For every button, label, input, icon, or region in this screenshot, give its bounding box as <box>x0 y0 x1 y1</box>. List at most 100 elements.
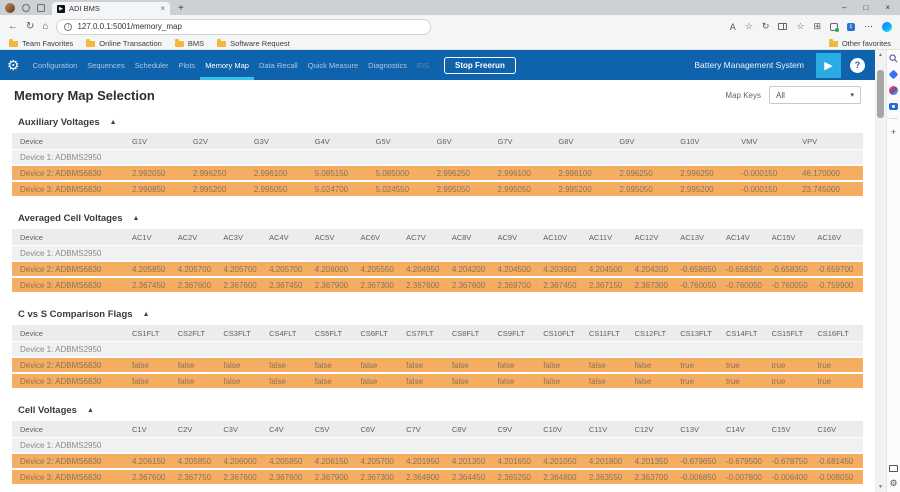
workspaces-icon[interactable] <box>22 4 30 12</box>
nav-item-eis[interactable]: EIS <box>412 50 434 80</box>
page-scrollbar[interactable]: ▲ ▼ <box>875 50 886 492</box>
tab-actions-icon[interactable] <box>37 4 45 12</box>
sidebar-settings-icon[interactable]: ⚙ <box>889 478 897 489</box>
table-row[interactable]: Device 1: ADBMS2950 <box>12 342 863 358</box>
value-cell: 2.996100 <box>558 169 619 178</box>
nav-item-sequences[interactable]: Sequences <box>82 50 130 80</box>
shopping-icon[interactable] <box>830 23 838 31</box>
table-row[interactable]: Device 2: ADBMS6830falsefalsefalsefalsef… <box>12 358 863 374</box>
play-button[interactable]: ▶ <box>816 53 841 78</box>
nav-item-diagnostics[interactable]: Diagnostics <box>363 50 412 80</box>
site-info-icon[interactable]: i <box>64 23 72 31</box>
folder-icon <box>9 41 18 47</box>
table-row[interactable]: Device 2: ADBMS68304.2061504.2058504.206… <box>12 454 863 470</box>
value-cell: 2.367450 <box>132 281 178 290</box>
value-cell: false <box>360 377 406 386</box>
help-button[interactable]: ? <box>850 58 865 73</box>
value-cell: 4.204200 <box>635 265 681 274</box>
window-maximize-button[interactable]: □ <box>863 3 868 12</box>
value-cell: false <box>315 361 361 370</box>
collapse-icon[interactable]: ▲ <box>143 311 150 318</box>
camera-icon[interactable] <box>889 103 898 110</box>
column-header: G2V <box>193 137 254 146</box>
scroll-up-icon[interactable]: ▲ <box>875 52 886 58</box>
brand-title: Battery Management System <box>694 60 804 70</box>
tab-close-icon[interactable]: × <box>160 4 165 13</box>
favorites-icon[interactable]: ☆ <box>796 21 804 32</box>
value-cell: true <box>726 361 772 370</box>
value-cell: -0.658350 <box>772 265 818 274</box>
value-cell: false <box>315 377 361 386</box>
table-row[interactable]: Device 1: ADBMS2950 <box>12 438 863 454</box>
column-header: AC1V <box>132 233 178 242</box>
table-row[interactable]: Device 3: ADBMS6830falsefalsefalsefalsef… <box>12 374 863 390</box>
profile-avatar[interactable] <box>5 3 15 13</box>
bookmark-label: Software Request <box>230 39 290 48</box>
nav-item-plots[interactable]: Plots <box>174 50 201 80</box>
add-sidebar-item-icon[interactable]: + <box>891 127 896 137</box>
column-header: G1V <box>132 137 193 146</box>
section-header[interactable]: Averaged Cell Voltages▲ <box>0 206 875 229</box>
stop-freerun-button[interactable]: Stop Freerun <box>444 57 516 74</box>
table-row[interactable]: Device 1: ADBMS2950 <box>12 246 863 262</box>
home-icon[interactable]: ⌂ <box>42 21 48 32</box>
collapse-icon[interactable]: ▲ <box>110 119 117 126</box>
scrollbar-thumb[interactable] <box>877 70 884 118</box>
column-header: Device <box>12 233 132 242</box>
other-favorites[interactable]: Other favorites <box>829 39 891 48</box>
add-favorite-icon[interactable]: ☆ <box>745 21 753 32</box>
bookmark-item[interactable]: BMS <box>175 39 204 48</box>
browser-tab[interactable]: ▶ ADI BMS × <box>52 2 170 15</box>
section-header[interactable]: Cell Voltages▲ <box>0 398 875 421</box>
app-circle-icon[interactable] <box>889 86 898 95</box>
nav-item-memory-map[interactable]: Memory Map <box>200 50 254 80</box>
window-close-button[interactable]: × <box>885 3 890 12</box>
data-table: DeviceG1VG2VG3VG4VG5VG6VG7VG8VG9VG10VVMV… <box>12 133 863 198</box>
section-header[interactable]: Auxiliary Voltages▲ <box>0 110 875 133</box>
screenshot-icon[interactable] <box>889 465 898 472</box>
table-row[interactable]: Device 3: ADBMS68302.9908502.9952002.995… <box>12 182 863 198</box>
more-menu-icon[interactable]: ⋯ <box>864 21 873 32</box>
section-header[interactable]: C vs S Comparison Flags▲ <box>0 302 875 325</box>
back-icon[interactable]: ← <box>8 21 18 32</box>
read-aloud-icon[interactable]: A <box>730 22 736 32</box>
column-header: AC14V <box>726 233 772 242</box>
map-keys-select[interactable]: All ▾ <box>769 86 861 104</box>
nav-item-quick-measure[interactable]: Quick Measure <box>303 50 363 80</box>
collapse-icon[interactable]: ▲ <box>133 215 140 222</box>
nav-item-scheduler[interactable]: Scheduler <box>130 50 174 80</box>
nav-item-data-recall[interactable]: Data Recall <box>254 50 303 80</box>
table-row[interactable]: Device 3: ADBMS68302.3674502.3676002.367… <box>12 278 863 294</box>
copilot-icon[interactable] <box>882 22 892 32</box>
collections-icon[interactable]: ⊞ <box>813 21 821 32</box>
search-icon[interactable] <box>889 54 898 63</box>
value-cell: 2.367450 <box>543 281 589 290</box>
value-cell: 4.206150 <box>132 457 178 466</box>
page-header: Memory Map Selection Map Keys All ▾ <box>0 80 875 110</box>
table-row[interactable]: Device 2: ADBMS68302.9920502.9962502.996… <box>12 166 863 182</box>
scroll-down-icon[interactable]: ▼ <box>875 484 886 490</box>
refresh-sync-icon[interactable]: ↻ <box>762 21 770 32</box>
value-cell: 2.367600 <box>452 281 498 290</box>
bookmark-item[interactable]: Online Transaction <box>86 39 162 48</box>
value-cell: 2.367450 <box>269 281 315 290</box>
browser-essentials-icon[interactable]: c <box>847 23 855 31</box>
refresh-icon[interactable]: ↻ <box>26 21 34 32</box>
collapse-icon[interactable]: ▲ <box>87 407 94 414</box>
url-field[interactable]: i 127.0.0.1:5001/memory_map <box>56 19 431 35</box>
table-row[interactable]: Device 2: ADBMS68304.2058504.2057004.205… <box>12 262 863 278</box>
new-tab-button[interactable]: + <box>178 3 184 15</box>
bookmark-item[interactable]: Software Request <box>217 39 290 48</box>
bookmark-item[interactable]: Team Favorites <box>9 39 73 48</box>
device-cell: Device 1: ADBMS2950 <box>12 249 132 258</box>
nav-item-configuration[interactable]: Configuration <box>28 50 83 80</box>
table-row[interactable]: Device 1: ADBMS2950 <box>12 150 863 166</box>
value-cell: false <box>406 377 452 386</box>
value-cell: -0.658350 <box>726 265 772 274</box>
settings-gear-icon[interactable]: ⚙ <box>7 57 20 74</box>
tag-icon[interactable] <box>889 70 899 80</box>
table-row[interactable]: Device 3: ADBMS68302.3676002.3677502.367… <box>12 470 863 486</box>
column-header: G7V <box>498 137 559 146</box>
window-minimize-button[interactable]: – <box>842 3 846 12</box>
split-screen-icon[interactable] <box>778 23 787 30</box>
